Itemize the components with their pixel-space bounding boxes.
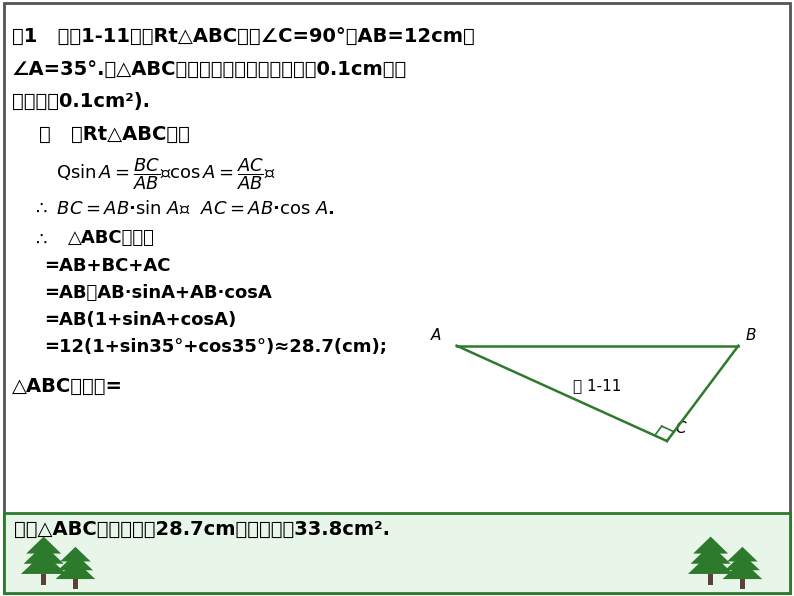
Text: $C$: $C$ (675, 420, 688, 436)
Polygon shape (56, 560, 95, 579)
FancyBboxPatch shape (4, 3, 790, 593)
Polygon shape (688, 552, 734, 574)
Text: $B$: $B$ (745, 327, 757, 343)
Polygon shape (708, 574, 713, 585)
Polygon shape (21, 552, 67, 574)
Text: △ABC的面积=: △ABC的面积= (12, 377, 123, 396)
Text: $A$: $A$ (430, 327, 442, 343)
Polygon shape (691, 545, 730, 564)
Text: 解   在Rt△ABC中，: 解 在Rt△ABC中， (12, 125, 190, 144)
Polygon shape (26, 536, 61, 554)
Polygon shape (73, 579, 78, 589)
Polygon shape (58, 554, 93, 570)
Polygon shape (693, 536, 728, 554)
Text: =AB(1+sinA+cosA): =AB(1+sinA+cosA) (44, 311, 236, 329)
Polygon shape (60, 547, 91, 561)
Text: =AB＋AB·sinA+AB·cosA: =AB＋AB·sinA+AB·cosA (44, 284, 272, 302)
Text: 积精确到0.1cm²).: 积精确到0.1cm²). (12, 92, 150, 111)
Text: =AB+BC+AC: =AB+BC+AC (44, 257, 170, 275)
Polygon shape (24, 545, 64, 564)
Text: Q$\sin A=\dfrac{BC}{AB}$，$\cos A=\dfrac{AC}{AB}$，: Q$\sin A=\dfrac{BC}{AB}$，$\cos A=\dfrac{… (56, 156, 276, 192)
Text: ∠A=35°.求△ABC的周长和面积（周长精确到0.1cm，面: ∠A=35°.求△ABC的周长和面积（周长精确到0.1cm，面 (12, 60, 407, 79)
Polygon shape (725, 554, 760, 570)
Polygon shape (41, 574, 46, 585)
Text: 例1   如图1-11，在Rt△ABC中，∠C=90°，AB=12cm，: 例1 如图1-11，在Rt△ABC中，∠C=90°，AB=12cm， (12, 27, 475, 46)
Text: 答：△ABC的周长约为28.7cm，面积约为33.8cm².: 答：△ABC的周长约为28.7cm，面积约为33.8cm². (14, 520, 391, 539)
Text: =12(1+sin35°+cos35°)≈28.7(cm);: =12(1+sin35°+cos35°)≈28.7(cm); (44, 338, 387, 356)
Text: 图 1-11: 图 1-11 (573, 378, 622, 393)
Text: △ABC的周长: △ABC的周长 (67, 229, 154, 247)
Text: $\therefore$ $BC = AB$·$\mathrm{sin}\ A$，  $AC = AB$·$\mathrm{cos}\ A$.: $\therefore$ $BC = AB$·$\mathrm{sin}\ A$… (32, 200, 334, 218)
Text: $\therefore$: $\therefore$ (32, 229, 48, 247)
Polygon shape (723, 560, 762, 579)
FancyBboxPatch shape (4, 513, 790, 593)
Polygon shape (727, 547, 757, 561)
Polygon shape (740, 579, 745, 589)
